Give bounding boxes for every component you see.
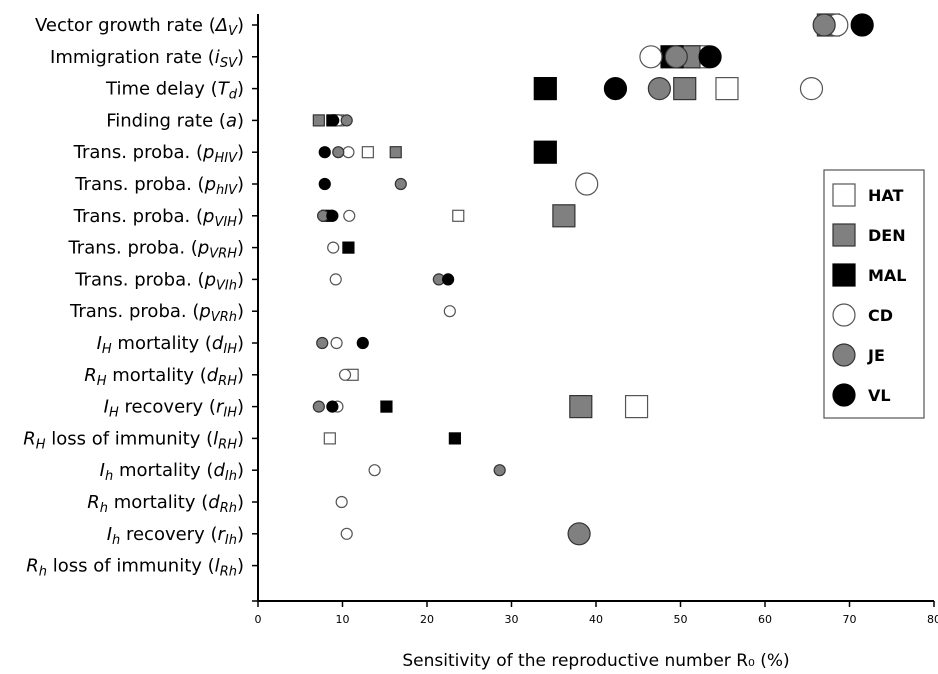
marker-cd-p_VRh [443,305,456,318]
marker-cd-d_Rh [335,495,348,509]
y-axis-labels: Vector growth rate (ΔV) Immigration rate … [23,15,244,580]
legend-marker-vl [832,383,856,407]
y-tick-label-p_HIV: Trans. proba. (pHIV) [73,142,244,166]
data-markers [312,13,874,546]
legend-label-mal: MAL [868,266,907,285]
legend-marker-je [832,343,856,367]
marker-hat-r_IH [624,395,649,419]
marker-den-finding_rate [312,114,325,127]
marker-je-vector_growth [812,13,836,37]
x-tick-label: 0 [255,613,262,626]
marker-den-r_IH [569,395,593,419]
y-tick-label-vector_growth: Vector growth rate (ΔV) [35,15,244,39]
marker-hat-time_delay [715,76,739,101]
marker-je-p_HIV [332,146,345,159]
marker-den-p_HIV [389,146,402,159]
marker-cd-p_VIh [329,273,342,286]
legend: HAT DEN MAL CD JE VL [823,169,925,419]
legend-label-je: JE [867,346,885,365]
x-tick-label: 60 [758,613,772,626]
y-tick-label-d_Rh: Rh mortality (dRh) [87,492,244,516]
marker-hat-p_HIV [361,146,374,159]
marker-cd-p_VRH [327,241,340,254]
y-tick-label-d_Ih: Ih mortality (dIh) [100,460,244,484]
marker-cd-p_VIH [343,209,356,222]
x-tick-label: 30 [505,613,519,626]
legend-marker-mal [832,263,856,287]
marker-mal-r_IH [380,400,393,413]
legend-box [823,169,925,419]
y-tick-label-p_VRH: Trans. proba. (pVRH) [67,238,244,262]
y-tick-label-r_Ih: Ih recovery (rIh) [107,524,244,548]
legend-label-cd: CD [868,306,893,325]
y-tick-label-p_VIH: Trans. proba. (pVIH) [73,206,244,230]
marker-den-p_VIH [552,204,576,228]
y-tick-label-immigration: Immigration rate (iSV) [50,47,244,71]
marker-vl-p_hIV [318,177,331,191]
y-tick-label-p_VIh: Trans. proba. (pVIh) [74,269,244,293]
y-tick-label-l_Rh: Rh loss of immunity (lRh) [26,556,244,580]
marker-vl-p_VIH [326,209,339,222]
marker-je-d_Ih [493,464,506,477]
x-tick-label: 20 [420,613,434,626]
x-tick-label: 80 [927,613,938,626]
legend-label-hat: HAT [868,186,904,205]
marker-hat-l_RH [323,432,336,445]
marker-vl-immigration [698,45,722,69]
marker-cd-p_HIV [342,146,355,159]
marker-mal-p_VRH [342,241,355,254]
marker-je-r_Ih [567,522,591,546]
marker-mal-time_delay [533,76,557,101]
marker-vl-p_HIV [318,146,331,159]
y-tick-label-p_hIV: Trans. proba. (phIV) [74,174,244,198]
marker-cd-immigration [639,45,663,69]
marker-cd-d_RH [338,368,352,381]
x-tick-label: 70 [843,613,857,626]
marker-cd-d_IH [330,336,343,350]
y-tick-label-finding_rate: Finding rate (a) [106,110,244,131]
marker-cd-p_hIV [575,172,599,196]
marker-hat-p_VIH [452,209,465,222]
x-tick-label: 10 [336,613,350,626]
marker-den-time_delay [673,76,697,101]
marker-vl-finding_rate [327,114,340,127]
x-tick-label: 40 [589,613,603,626]
y-tick-label-l_RH: RH loss of immunity (lRH) [23,428,244,452]
y-tick-label-time_delay: Time delay (Td) [105,79,244,103]
marker-cd-r_Ih [340,527,353,540]
marker-je-r_IH [312,400,325,413]
legend-label-den: DEN [868,226,906,245]
x-tick-label: 50 [674,613,688,626]
marker-je-p_hIV [394,177,407,191]
marker-je-time_delay [647,76,671,101]
legend-marker-cd [832,303,856,327]
marker-vl-vector_growth [850,13,874,37]
marker-mal-l_RH [448,432,461,445]
marker-cd-time_delay [799,76,824,101]
legend-label-vl: VL [868,386,891,405]
marker-mal-p_HIV [533,140,557,164]
legend-marker-den [832,223,856,247]
y-tick-label-d_IH: IH mortality (dIH) [97,333,244,357]
marker-vl-r_IH [326,400,339,413]
marker-je-immigration [664,45,688,69]
marker-je-finding_rate [340,114,353,127]
marker-cd-d_Ih [368,464,381,477]
marker-vl-time_delay [603,76,628,101]
marker-vl-p_VIh [442,273,455,286]
y-tick-label-d_RH: RH mortality (dRH) [84,365,244,389]
marker-vl-d_IH [356,336,369,350]
legend-marker-hat [832,183,856,207]
x-axis-ticks: 0 10 20 30 40 50 60 70 80 [255,601,938,626]
y-tick-label-r_IH: IH recovery (rIH) [104,397,244,421]
marker-je-d_IH [316,336,329,350]
y-tick-label-p_VRh: Trans. proba. (pVRh) [69,301,244,325]
x-axis-label: Sensitivity of the reproductive number R… [402,651,789,671]
